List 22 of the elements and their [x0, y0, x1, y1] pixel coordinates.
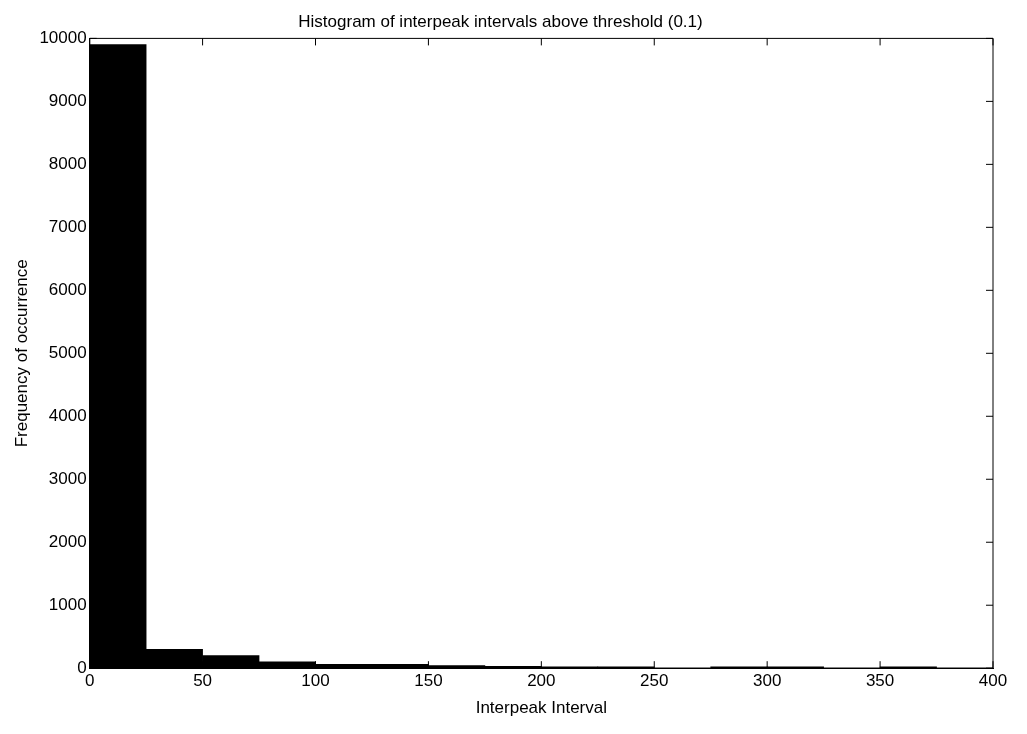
x-tick-label: 50	[193, 671, 213, 691]
y-tick-label: 3000	[48, 468, 87, 488]
x-tick-label: 400	[978, 671, 1008, 691]
y-tick-label: 4000	[48, 405, 87, 425]
chart-title: Histogram of interpeak intervals above threshold (0.1)	[298, 11, 703, 31]
y-axis-title: Frequency of occurrence	[11, 259, 31, 448]
y-tick-label: 1000	[48, 594, 87, 614]
y-tick-label: 9000	[48, 91, 87, 111]
x-tick-label: 100	[301, 671, 330, 691]
y-tick-label: 10000	[39, 28, 87, 48]
x-tick-label: 200	[527, 671, 556, 691]
x-tick-label: 350	[865, 671, 895, 691]
x-tick-label: 300	[752, 671, 782, 691]
y-tick-label: 6000	[48, 280, 87, 300]
y-tick-label: 7000	[48, 217, 87, 237]
y-tick-label: 0	[77, 657, 87, 677]
y-tick-label: 8000	[48, 154, 87, 174]
y-tick-label: 2000	[48, 531, 87, 551]
x-axis-title: Interpeak Interval	[475, 698, 608, 718]
x-tick-label: 250	[640, 671, 669, 691]
x-tick-label: 150	[414, 671, 443, 691]
y-tick-label: 5000	[48, 342, 87, 362]
